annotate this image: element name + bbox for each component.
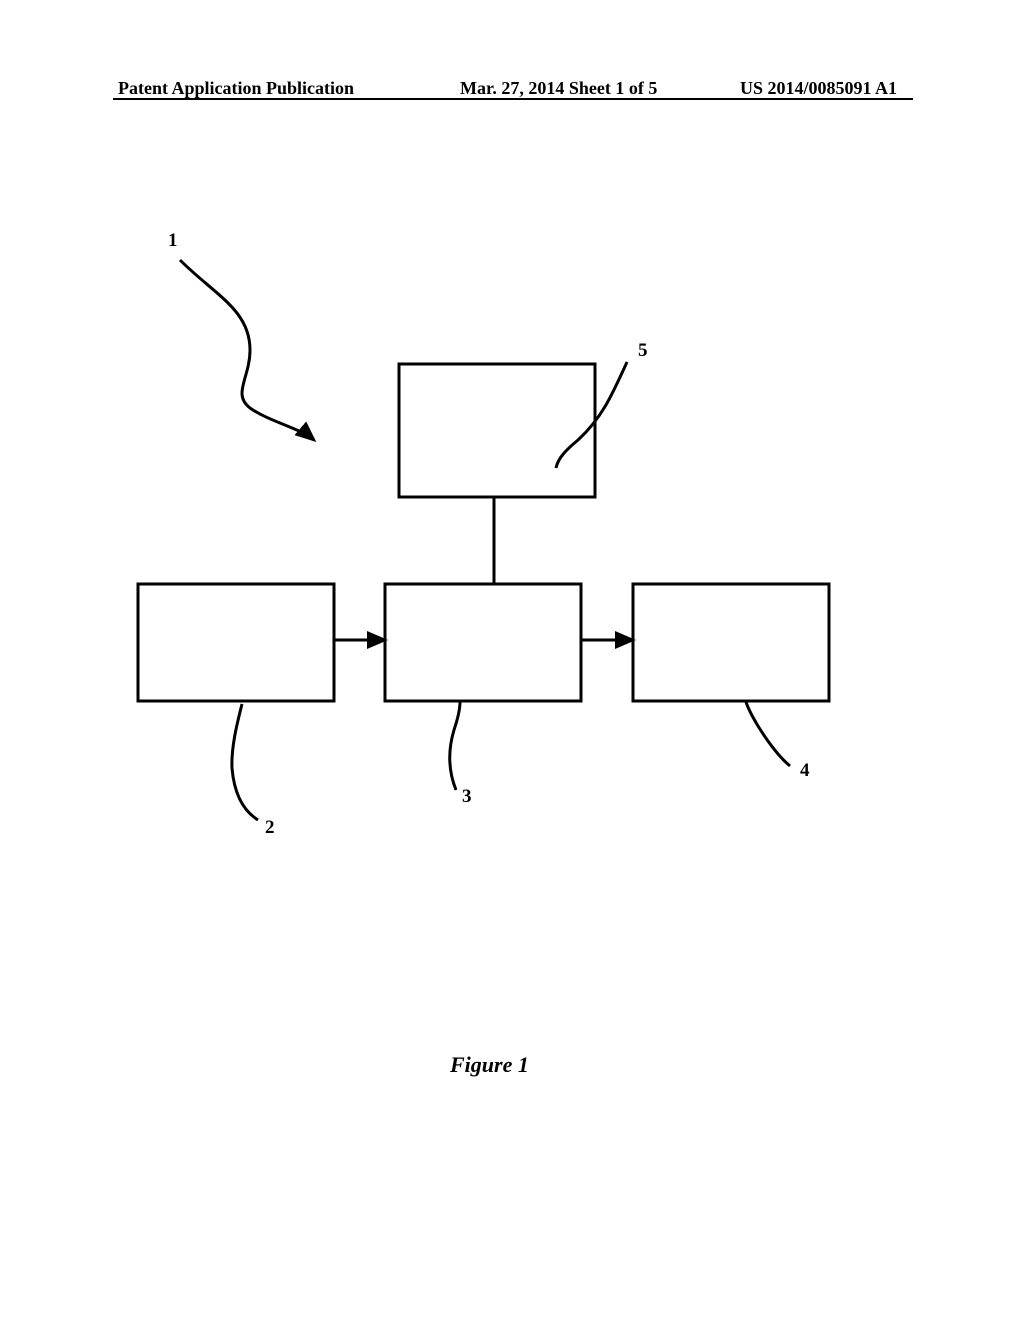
box-3 [385,584,581,701]
label-2: 2 [265,817,275,838]
box-5 [399,364,595,497]
figure-caption: Figure 1 [450,1052,529,1078]
label-5: 5 [638,340,648,361]
page: Patent Application Publication Mar. 27, … [0,0,1024,1320]
label-1: 1 [168,230,178,251]
leader-5 [556,362,627,468]
leader-3 [450,702,460,790]
block-diagram: 1 5 2 3 4 [0,0,1024,1320]
box-2 [138,584,334,701]
leader-2 [232,704,258,820]
leader-1 [180,260,314,440]
box-4 [633,584,829,701]
leader-4 [746,702,790,766]
label-4: 4 [800,760,810,781]
label-3: 3 [462,786,472,807]
